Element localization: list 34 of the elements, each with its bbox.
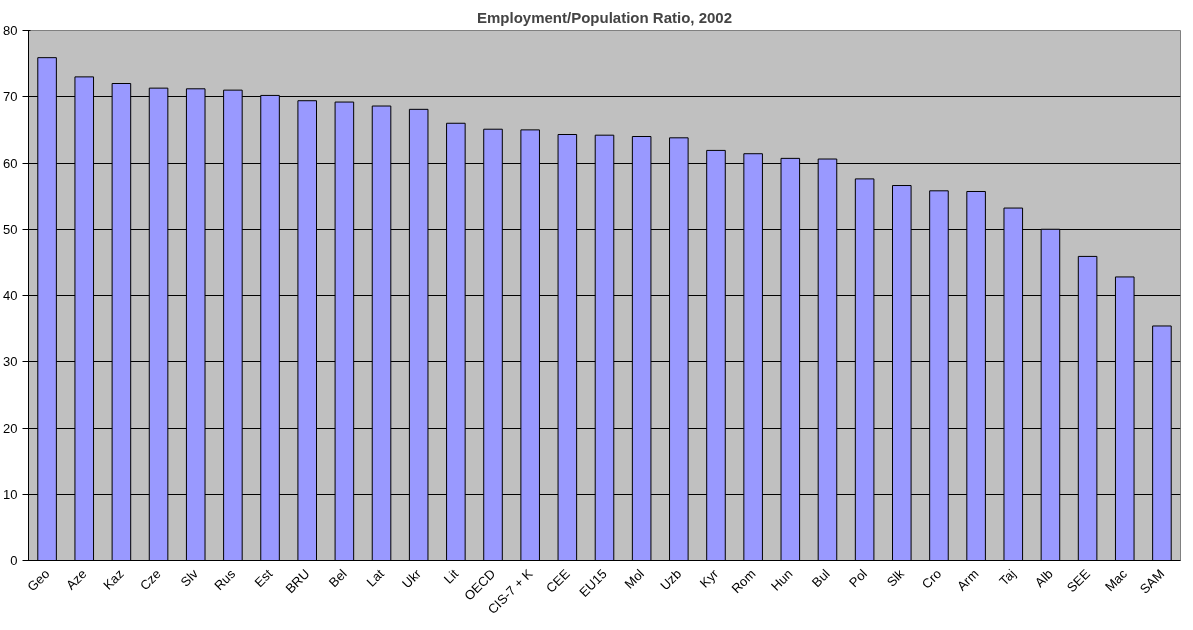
y-tick-label: 70 bbox=[3, 89, 18, 105]
chart-title: Employment/Population Ratio, 2002 bbox=[476, 8, 733, 26]
x-tick-label: Alb bbox=[1031, 566, 1056, 591]
y-tick-label: 30 bbox=[3, 354, 18, 370]
x-tick-label: Geo bbox=[24, 566, 53, 595]
y-tick-label: 80 bbox=[3, 23, 18, 38]
x-tick-label: Mac bbox=[1102, 565, 1131, 595]
y-tick-label: 10 bbox=[3, 486, 18, 502]
y-tick-label: 50 bbox=[3, 221, 18, 237]
x-tick-label: Rus bbox=[211, 565, 239, 594]
x-tick-label: Pol bbox=[846, 566, 871, 591]
y-tick-label: 40 bbox=[3, 288, 18, 303]
x-tick-label: Taj bbox=[996, 566, 1019, 589]
x-tick-label: Mol bbox=[621, 566, 648, 592]
y-tick-label: 60 bbox=[3, 155, 18, 171]
x-tick-label: Bel bbox=[325, 566, 350, 591]
x-tick-label: Kaz bbox=[100, 566, 127, 593]
x-tick-label: Bul bbox=[808, 566, 833, 591]
x-tick-label: Est bbox=[251, 565, 276, 591]
y-tick-label: 0 bbox=[10, 553, 18, 568]
x-tick-label: Lit bbox=[440, 565, 462, 587]
x-tick-label: Hun bbox=[768, 566, 796, 594]
x-tick-label: Uzb bbox=[657, 566, 685, 594]
x-tick-label: Cro bbox=[918, 566, 945, 592]
y-tick-label: 20 bbox=[3, 420, 18, 436]
x-tick-label: Kyr bbox=[696, 565, 722, 591]
x-tick-label: Cze bbox=[136, 566, 164, 594]
x-tick-label: Slv bbox=[177, 565, 202, 590]
x-tick-label: Slk bbox=[883, 565, 908, 590]
x-tick-label: Arm bbox=[953, 566, 982, 594]
x-tick-label: Rom bbox=[728, 566, 759, 597]
x-tick-label: Ukr bbox=[399, 565, 425, 592]
x-tick-label: Aze bbox=[63, 566, 90, 593]
x-tick-label: Lat bbox=[363, 565, 388, 590]
